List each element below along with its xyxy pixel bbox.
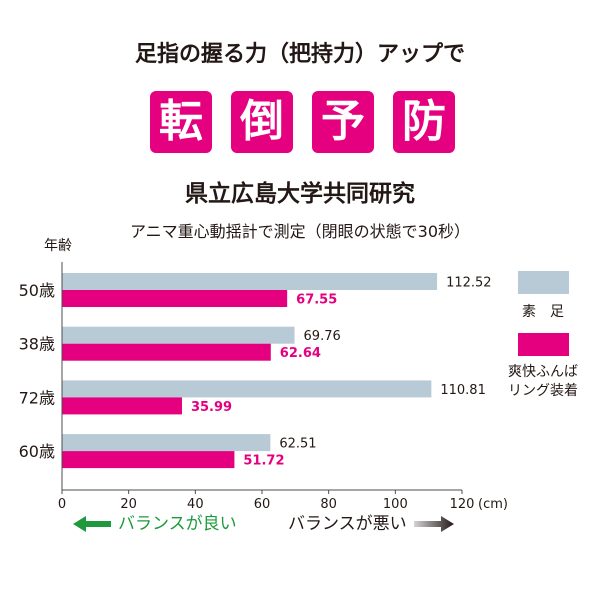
- banner-char-4: 防: [393, 91, 455, 153]
- banner-char-1: 転: [150, 91, 212, 153]
- x-tick-label-3: 40: [187, 497, 204, 512]
- fall-prevention-banner: 転 倒 予 防: [150, 91, 455, 153]
- value-label-series-2-row-4: 51.72: [243, 454, 284, 469]
- value-label-series-2-row-3: 35.99: [191, 400, 232, 415]
- x-tick-label-6: 100: [383, 497, 408, 512]
- bar-series-1-row-1: [62, 273, 438, 290]
- y-axis-label: 年齢: [44, 238, 72, 254]
- x-tick-label-7: 120: [450, 497, 475, 512]
- value-label-series-2-row-1: 67.55: [296, 293, 337, 308]
- legend-label-barefoot: 素 足: [522, 304, 564, 320]
- worse-balance-label: バランスが悪い: [288, 514, 407, 534]
- bar-series-1-row-4: [62, 434, 271, 452]
- category-label-row-4: 60歳: [19, 442, 55, 461]
- measurement-method: アニマ重心動揺計で測定（閉眼の状態で30秒）: [129, 222, 471, 241]
- bar-series-2-row-1: [62, 290, 288, 307]
- bar-series-2-row-2: [62, 343, 271, 361]
- value-label-series-2-row-2: 62.64: [280, 346, 321, 361]
- value-label-series-1-row-3: 110.81: [440, 383, 486, 398]
- better-balance-label: バランスが良い: [118, 514, 237, 534]
- x-tick-label-2: 20: [120, 497, 137, 512]
- headline: 足指の握る力（把持力）アップで: [134, 42, 465, 67]
- bar-series-2-row-3: [62, 397, 182, 415]
- x-tick-label-5: 80: [320, 497, 337, 512]
- value-label-series-1-row-4: 62.51: [279, 437, 316, 452]
- left-arrow-icon: [73, 516, 111, 532]
- bar-series-1-row-3: [62, 380, 432, 398]
- legend-swatch-barefoot: [518, 271, 569, 294]
- category-label-row-2: 38歳: [19, 335, 55, 354]
- organization: 県立広島大学共同研究: [185, 181, 415, 207]
- bars-group: [62, 273, 438, 469]
- x-ticks-group: 0 20 40 60 80 100 120: [58, 490, 475, 512]
- category-label-row-1: 50歳: [19, 281, 55, 300]
- x-axis-unit: (cm): [478, 497, 508, 512]
- x-tick-label-1: 0: [58, 497, 66, 512]
- value-label-series-1-row-1: 112.52: [446, 276, 492, 291]
- value-labels-group: 112.52 67.55 69.76 62.64 110.81 35.99 62.51 51.…: [191, 276, 492, 469]
- category-label-row-3: 72歳: [19, 388, 55, 407]
- legend-swatch-ring: [518, 333, 569, 356]
- banner-char-3: 予: [312, 91, 374, 153]
- banner-char-2: 倒: [231, 91, 293, 153]
- value-label-series-1-row-2: 69.76: [304, 329, 341, 344]
- x-tick-label-4: 60: [254, 497, 271, 512]
- bar-series-1-row-2: [62, 326, 295, 344]
- right-arrow-icon: [414, 516, 454, 532]
- bar-series-2-row-4: [62, 451, 235, 469]
- category-labels-group: 50歳 38歳 72歳 60歳: [19, 281, 55, 461]
- legend-label-ring: 爽快ふんば リング装着: [508, 364, 578, 399]
